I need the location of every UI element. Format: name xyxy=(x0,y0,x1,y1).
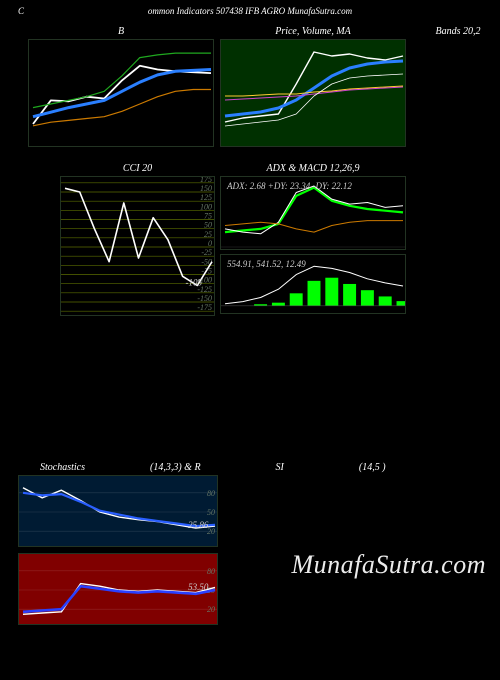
svg-text:-175: -175 xyxy=(197,303,212,312)
svg-text:50: 50 xyxy=(207,508,215,517)
svg-text:53.50: 53.50 xyxy=(188,582,209,592)
bbands-title-left: B xyxy=(118,26,124,37)
svg-text:0: 0 xyxy=(208,239,212,248)
header-center: ommon Indicators 507438 IFB AGRO MunafaS… xyxy=(148,6,352,16)
svg-text:ADX: 2.68 +DY: 23.34 -DY: 22: ADX: 2.68 +DY: 23.34 -DY: 22.12 xyxy=(226,181,352,191)
adx-top-chart: ADX: 2.68 +DY: 23.34 -DY: 22.12 xyxy=(220,176,406,250)
bbands-title-right: Bands 20,2 xyxy=(436,26,481,37)
bbands-chart xyxy=(28,39,214,147)
svg-text:554.91, 541.52, 12.49: 554.91, 541.52, 12.49 xyxy=(227,259,306,269)
stoch-title-si: SI xyxy=(276,462,284,473)
svg-text:100: 100 xyxy=(200,202,212,211)
stoch-title-right: (14,5 ) xyxy=(359,462,386,473)
adx-title: ADX & MACD 12,26,9 xyxy=(266,163,359,174)
header-left: C xyxy=(18,6,24,16)
svg-text:75: 75 xyxy=(204,212,212,221)
stoch1-chart: 80502025.86 xyxy=(18,475,218,547)
cci-title: CCI 20 xyxy=(123,163,152,174)
watermark: MunafaSutra.com xyxy=(291,550,486,580)
stoch-title-left: Stochastics xyxy=(40,462,85,473)
page-header: C ommon Indicators 507438 IFB AGRO Munaf… xyxy=(0,0,500,18)
price-chart xyxy=(220,39,406,147)
svg-text:-105: -105 xyxy=(186,278,203,288)
stoch2-chart: 80502053.50 xyxy=(18,553,218,625)
price-title: Price, Volume, MA xyxy=(275,26,351,37)
svg-text:-150: -150 xyxy=(197,294,212,303)
cci-chart: 1751501251007550250-25-50-75-100-125-150… xyxy=(60,176,215,316)
svg-text:50: 50 xyxy=(204,221,212,230)
svg-text:80: 80 xyxy=(207,567,215,576)
svg-text:25.86: 25.86 xyxy=(188,520,209,530)
svg-text:175: 175 xyxy=(200,177,212,184)
svg-text:-25: -25 xyxy=(201,248,212,257)
svg-text:150: 150 xyxy=(200,184,212,193)
svg-text:20: 20 xyxy=(207,605,215,614)
svg-text:25: 25 xyxy=(204,230,212,239)
stoch-title-mid: (14,3,3) & R xyxy=(150,462,201,473)
adx-bottom-chart: 554.91, 541.52, 12.49 xyxy=(220,254,406,314)
svg-text:125: 125 xyxy=(200,193,212,202)
svg-text:80: 80 xyxy=(207,489,215,498)
